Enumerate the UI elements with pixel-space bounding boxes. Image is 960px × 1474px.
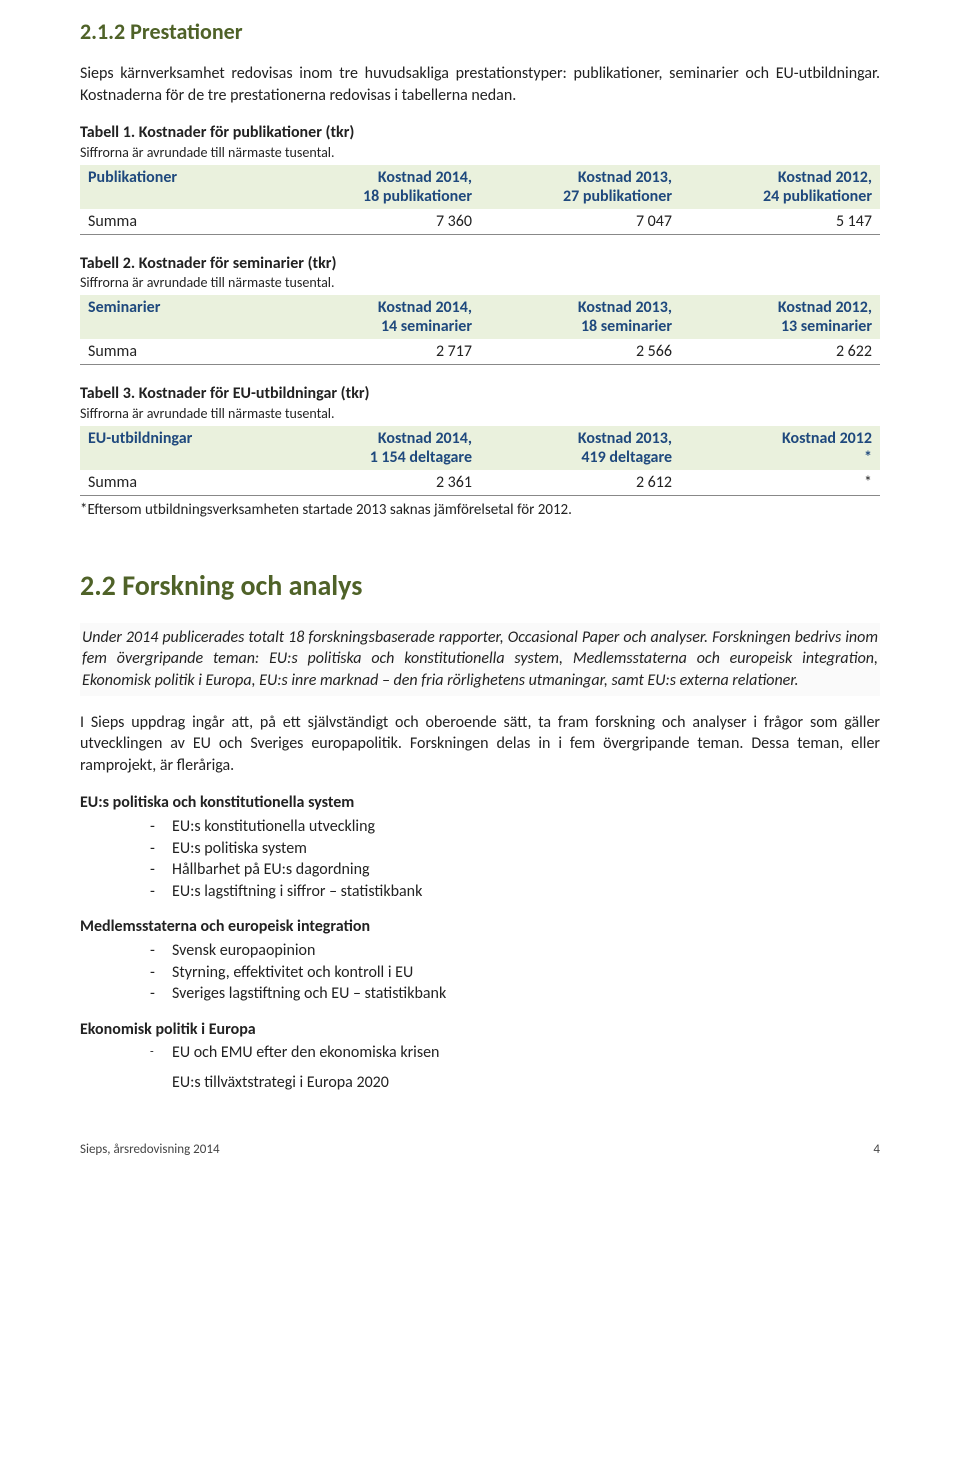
table3-row-label: Summa (80, 470, 280, 496)
list-item: Styrning, effektivitet och kontroll i EU (150, 962, 880, 984)
table1-v3: 5 147 (680, 209, 880, 235)
table1-title: Tabell 1. Kostnader för publikationer (t… (80, 122, 880, 144)
table3-footnote: *Eftersom utbildningsverksamheten starta… (80, 500, 880, 520)
table2-title: Tabell 2. Kostnader för seminarier (tkr) (80, 253, 880, 275)
theme3-title: Ekonomisk politik i Europa (80, 1019, 880, 1041)
table-row: Summa 2 717 2 566 2 622 (80, 339, 880, 365)
table2-col2: Kostnad 2013,18 seminarier (480, 295, 680, 339)
table2-col3: Kostnad 2012,13 seminarier (680, 295, 880, 339)
table2-row-label: Summa (80, 339, 280, 365)
theme3-list: EU och EMU efter den ekonomiska krisen (80, 1042, 880, 1064)
table1-subtitle: Siffrorna är avrundade till närmaste tus… (80, 144, 880, 163)
section-2-2-para: I Sieps uppdrag ingår att, på ett självs… (80, 712, 880, 777)
table2-v2: 2 566 (480, 339, 680, 365)
theme2-title: Medlemsstaterna och europeisk integratio… (80, 916, 880, 938)
table3-col2: Kostnad 2013,419 deltagare (480, 426, 680, 470)
table2-v3: 2 622 (680, 339, 880, 365)
list-item: EU:s lagstiftning i siffror – statistikb… (150, 881, 880, 903)
theme1-list: EU:s konstitutionella utveckling EU:s po… (80, 816, 880, 902)
table3-col3: Kostnad 2012* (680, 426, 880, 470)
table-row: Summa 2 361 2 612 * (80, 470, 880, 496)
table2: Seminarier Kostnad 2014,14 seminarier Ko… (80, 295, 880, 365)
table1-col0: Publikationer (80, 165, 280, 209)
table3-v2: 2 612 (480, 470, 680, 496)
section-2-2-italic: Under 2014 publicerades totalt 18 forskn… (80, 623, 880, 696)
theme2-list: Svensk europaopinion Styrning, effektivi… (80, 940, 880, 1005)
page-footer: Sieps, årsredovisning 2014 4 (80, 1142, 880, 1157)
theme1-title: EU:s politiska och konstitutionella syst… (80, 792, 880, 814)
table3: EU-utbildningar Kostnad 2014,1 154 delta… (80, 426, 880, 496)
heading-2-1-2: 2.1.2 Prestationer (80, 18, 880, 45)
list-item: EU och EMU efter den ekonomiska krisen (150, 1042, 880, 1064)
footer-left: Sieps, årsredovisning 2014 (80, 1142, 220, 1157)
table2-subtitle: Siffrorna är avrundade till närmaste tus… (80, 274, 880, 293)
list-item: EU:s konstitutionella utveckling (150, 816, 880, 838)
table1-col2: Kostnad 2013,27 publikationer (480, 165, 680, 209)
theme3-list-cont: EU:s tillväxtstrategi i Europa 2020 (80, 1072, 880, 1094)
table2-col1: Kostnad 2014,14 seminarier (280, 295, 480, 339)
table-row: Summa 7 360 7 047 5 147 (80, 209, 880, 235)
table2-col0: Seminarier (80, 295, 280, 339)
list-item: Sveriges lagstiftning och EU – statistik… (150, 983, 880, 1005)
table3-col1: Kostnad 2014,1 154 deltagare (280, 426, 480, 470)
heading-2-2: 2.2 Forskning och analys (80, 568, 880, 603)
table3-subtitle: Siffrorna är avrundade till närmaste tus… (80, 405, 880, 424)
list-item: EU:s politiska system (150, 838, 880, 860)
footer-right: 4 (873, 1142, 880, 1157)
table3-col0: EU-utbildningar (80, 426, 280, 470)
list-item: EU:s tillväxtstrategi i Europa 2020 (150, 1072, 880, 1094)
table2-v1: 2 717 (280, 339, 480, 365)
table3-title: Tabell 3. Kostnader för EU-utbildningar … (80, 383, 880, 405)
table1-v2: 7 047 (480, 209, 680, 235)
table1-col3: Kostnad 2012,24 publikationer (680, 165, 880, 209)
table3-v1: 2 361 (280, 470, 480, 496)
table1-row-label: Summa (80, 209, 280, 235)
table1-v1: 7 360 (280, 209, 480, 235)
table1: Publikationer Kostnad 2014,18 publikatio… (80, 165, 880, 235)
list-item: Hållbarhet på EU:s dagordning (150, 859, 880, 881)
document-page: 2.1.2 Prestationer Sieps kärnverksamhet … (0, 0, 960, 1187)
table3-v3: * (680, 470, 880, 496)
intro-paragraph: Sieps kärnverksamhet redovisas inom tre … (80, 63, 880, 106)
table1-col1: Kostnad 2014,18 publikationer (280, 165, 480, 209)
list-item: Svensk europaopinion (150, 940, 880, 962)
